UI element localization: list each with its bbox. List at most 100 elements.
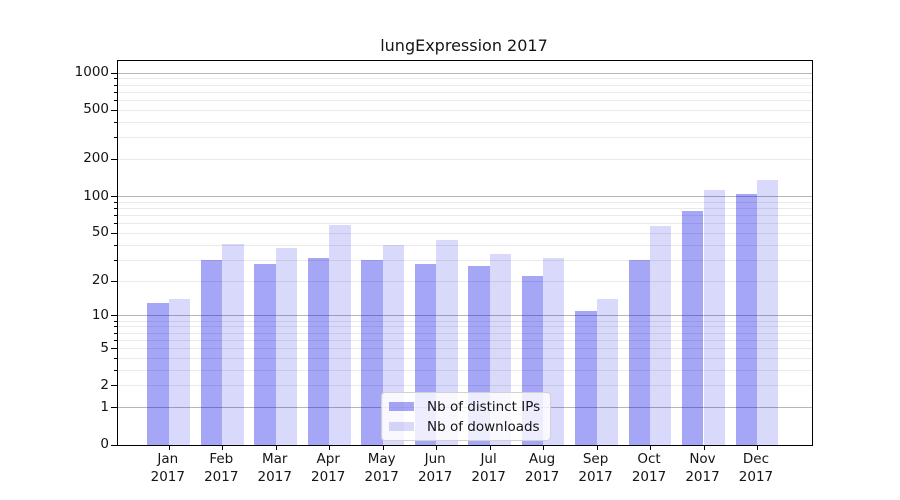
y-tick-mark-minor [114,369,117,371]
y-tick-mark-minor [114,214,117,216]
chart-title: lungExpression 2017 [380,36,548,55]
x-tick-label-year: 2017 [524,469,560,485]
gridline-80 [118,207,812,209]
gridline-30 [118,259,812,261]
x-tick-mark [596,445,598,450]
y-tick-mark-minor [114,99,117,101]
legend-swatch-downloads [389,422,414,431]
y-tick-label: 100 [83,187,109,204]
y-tick-mark [111,72,117,74]
y-tick-label: 1 [100,398,109,415]
gridline-100 [118,196,812,197]
x-tick-mark [543,445,545,450]
x-tick-label: Mar 2017 [247,450,303,486]
x-tick-label-year: 2017 [685,469,720,485]
y-tick-mark-minor [114,326,117,328]
y-tick-mark-minor [114,78,117,80]
y-tick-mark [111,315,117,317]
y-tick-mark [111,109,117,111]
x-tick-label-month: Dec [742,451,770,467]
y-tick-mark [111,348,117,350]
x-tick-mark [168,445,170,450]
y-tick-mark [111,444,117,446]
y-tick-mark-minor [114,201,117,203]
gridline-5 [118,348,812,350]
y-tick-mark [111,232,117,234]
x-tick-label-month: Jun [424,451,446,467]
y-tick-mark-minor [114,320,117,322]
y-tick-label: 10 [91,306,109,323]
x-tick-mark [756,445,758,450]
bar-nb-of-distinct-ips-jan [147,302,169,445]
x-tick-label-month: Nov [689,451,716,467]
legend-item-downloads: Nb of downloads [389,418,540,435]
y-tick-label: 20 [91,272,109,289]
x-tick-label-month: Sep [582,451,609,467]
x-tick-label: Jan 2017 [140,450,196,486]
y-tick-mark [111,280,117,282]
gridline-20 [118,280,812,282]
gridline-9 [118,320,812,322]
x-tick-label-year: 2017 [471,469,506,485]
gridline-70 [118,214,812,216]
gridline-900 [118,78,812,80]
gridline-2 [118,385,812,387]
x-tick-mark [436,445,438,450]
bar-nb-of-distinct-ips-feb [200,260,223,445]
y-tick-mark-minor [114,339,117,341]
y-tick-mark-minor [114,84,117,86]
x-tick-mark [382,445,384,450]
gridline-600 [118,99,812,101]
bar-nb-of-downloads-dec [756,180,779,445]
y-tick-label: 0 [100,436,109,452]
x-tick-mark [650,445,652,450]
x-tick-label-month: May [367,451,396,467]
x-tick-label: Jun 2017 [407,450,463,486]
y-tick-mark-minor [114,244,117,246]
x-tick-label: Jul 2017 [461,450,517,486]
x-tick-mark [222,445,224,450]
x-tick-label: May 2017 [354,450,410,486]
gridline-10 [118,315,812,317]
bar-nb-of-distinct-ips-oct [628,260,651,445]
x-tick-label-year: 2017 [257,469,292,485]
gridline-7 [118,332,812,334]
y-tick-label: 50 [91,224,109,241]
gridline-6 [118,339,812,341]
bar-nb-of-downloads-feb [222,243,244,445]
bar-nb-of-distinct-ips-sep [575,311,597,445]
bar-nb-of-downloads-sep [596,299,618,445]
bar-nb-of-distinct-ips-nov [682,211,704,445]
x-tick-label: Apr 2017 [300,450,356,486]
x-tick-label-year: 2017 [311,469,346,485]
gridline-700 [118,91,812,93]
gridline-200 [118,158,812,160]
gridline-1000 [118,72,812,74]
y-tick-mark-minor [114,357,117,359]
gridline-8 [118,326,812,328]
bar-nb-of-downloads-apr [329,225,351,445]
bar-nb-of-downloads-mar [275,247,298,445]
x-tick-label-month: Jul [480,451,497,467]
x-tick-label: Nov 2017 [675,450,731,486]
gridline-400 [118,121,812,123]
x-tick-label-year: 2017 [631,469,667,485]
y-tick-label: 200 [83,150,109,167]
x-tick-label-month: Mar [261,451,288,467]
y-tick-mark-minor [114,91,117,93]
x-tick-label: Oct 2017 [621,450,677,486]
legend-label-distinct-ips: Nb of distinct IPs [427,398,541,415]
y-tick-label: 5 [100,339,109,356]
legend: Nb of distinct IPs Nb of downloads [381,392,552,441]
gridline-4 [118,357,812,359]
bar-nb-of-distinct-ips-apr [307,258,330,445]
x-tick-label: Dec 2017 [728,450,784,486]
bar-nb-of-downloads-nov [703,190,725,445]
y-tick-mark-minor [114,332,117,334]
y-tick-mark-minor [114,207,117,209]
x-tick-label-month: Jan [157,451,179,467]
gridline-40 [118,244,812,246]
gridline-50 [118,232,812,234]
x-tick-mark [489,445,491,450]
x-tick-label-month: Apr [316,451,340,467]
